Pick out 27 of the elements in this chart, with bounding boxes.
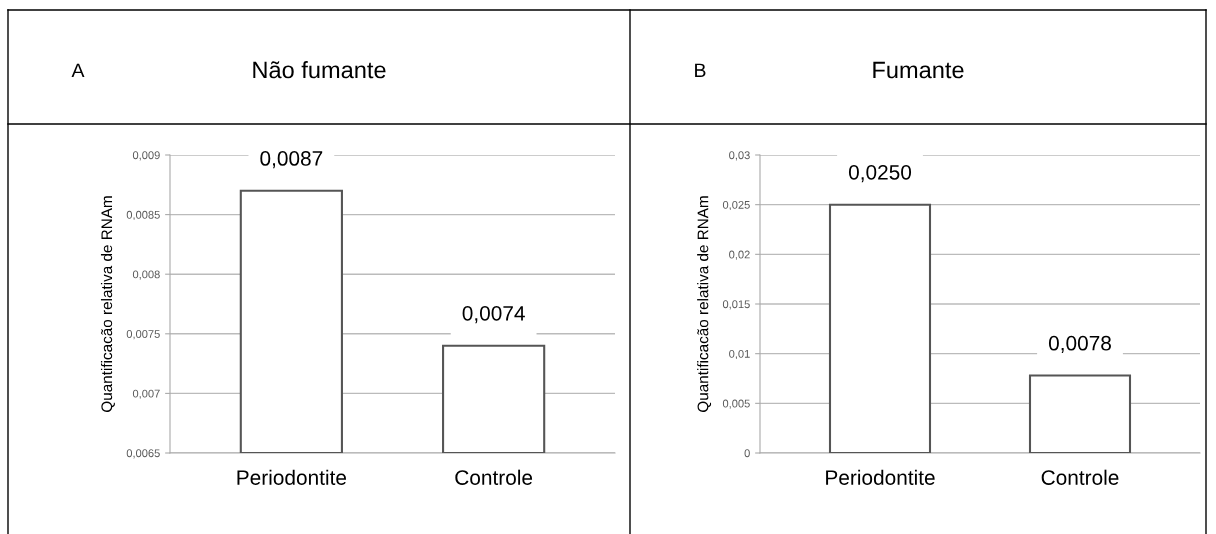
y-tick-label: 0,02 (729, 250, 750, 260)
y-tick-label: 0,03 (729, 151, 750, 161)
y-tick-label: 0,005 (722, 399, 750, 409)
y-tick-label: 0 (744, 449, 750, 458)
data-label: 0,0078 (1048, 335, 1111, 353)
y-axis-title: Quantificacão relativa de RNAm (100, 196, 115, 412)
data-label: 0,0074 (462, 305, 525, 324)
y-tick-label: 0,015 (722, 300, 750, 310)
x-tick-label: Controle (1041, 469, 1119, 485)
y-axis-title: Quantificacão relativa de RNAm (697, 196, 712, 412)
y-tick-label: 0,0065 (126, 449, 160, 459)
y-tick-label: 0,0085 (126, 210, 160, 221)
chart-title: Não fumante (253, 61, 386, 79)
x-tick-label: Periodontite (826, 469, 935, 485)
text: A (71, 63, 85, 78)
data-label: 0,0087 (260, 151, 323, 169)
x-tick-label: Controle (455, 469, 533, 485)
y-tick-label: 0,025 (722, 200, 750, 211)
y-tick-label: 0,007 (132, 389, 160, 399)
y-tick-label: 0,01 (729, 349, 750, 360)
chart-title: Fumante (873, 61, 964, 79)
y-tick-label: 0,008 (132, 270, 160, 280)
y-tick-label: 0,0075 (126, 330, 160, 340)
text: B (695, 63, 706, 78)
x-tick-label: Periodontite (237, 469, 347, 485)
data-label: 0,0250 (848, 164, 912, 183)
y-tick-label: 0,009 (132, 151, 160, 161)
